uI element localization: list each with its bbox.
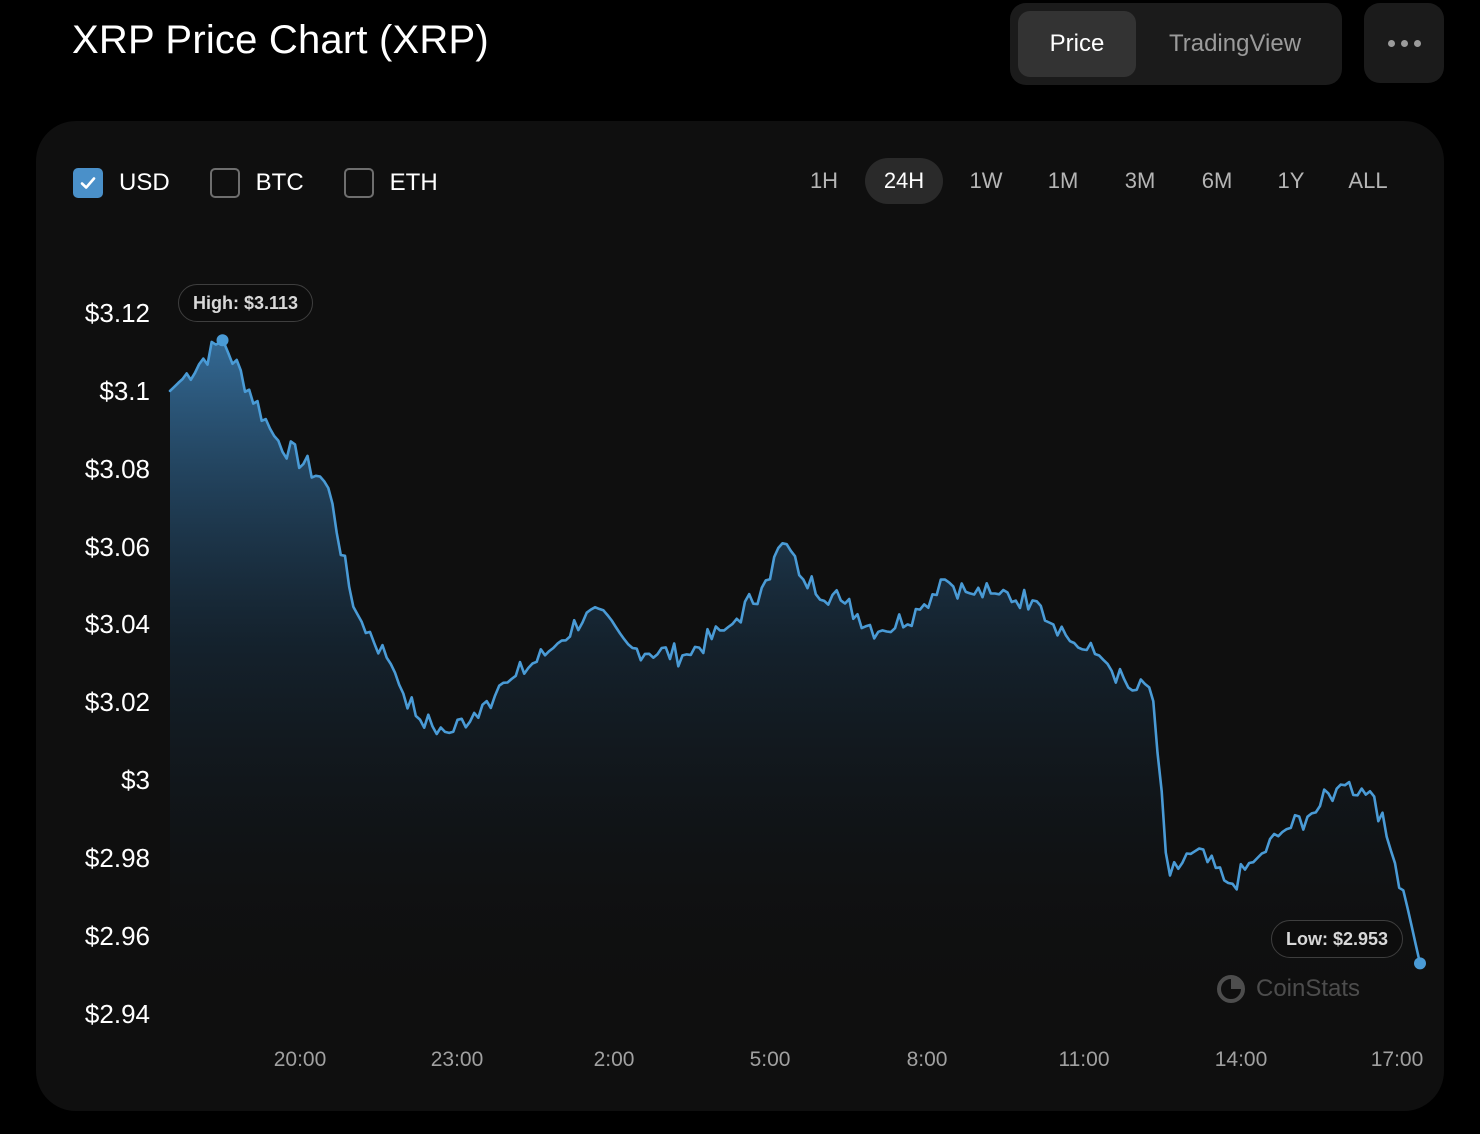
y-tick-label: $3.12	[84, 298, 150, 328]
y-tick-label: $3.08	[84, 454, 150, 484]
range-1m[interactable]: 1M	[1047, 168, 1079, 193]
currency-usd[interactable]: USD	[73, 168, 170, 198]
high-price-badge: High: $3.113	[178, 284, 314, 322]
tab-price[interactable]: Price	[1018, 11, 1136, 77]
y-tick-label: $3.1	[99, 376, 150, 406]
range-all[interactable]: ALL	[1348, 168, 1388, 193]
x-tick-label: 23:00	[430, 1048, 484, 1071]
ellipsis-icon	[1387, 39, 1421, 47]
x-tick-label: 2:00	[593, 1048, 635, 1071]
range-1y[interactable]: 1Y	[1277, 168, 1305, 193]
y-tick-label: $2.96	[84, 921, 150, 951]
view-toggle: Price TradingView	[1010, 3, 1342, 85]
watermark-text: CoinStats	[1256, 975, 1361, 1002]
range-1w[interactable]: 1W	[969, 168, 1003, 193]
x-tick-label: 17:00	[1370, 1048, 1424, 1071]
currency-eth[interactable]: ETH	[343, 168, 438, 198]
y-tick-label: $3.02	[84, 687, 150, 717]
y-tick-label: $3.06	[84, 532, 150, 562]
low-price-badge: Low: $2.953	[1271, 920, 1404, 958]
more-options-button[interactable]	[1364, 3, 1444, 83]
high-point-marker	[216, 334, 229, 347]
checkbox-unchecked-icon[interactable]	[209, 168, 240, 198]
currency-selector: USD BTC ETH	[73, 168, 478, 198]
currency-label: BTC	[255, 169, 304, 196]
y-tick-label: $2.94	[84, 999, 150, 1029]
range-6m[interactable]: 6M	[1201, 168, 1233, 193]
x-tick-label: 20:00	[273, 1048, 327, 1071]
range-3m[interactable]: 3M	[1124, 168, 1156, 193]
coinstats-watermark: CoinStats	[1216, 974, 1360, 1004]
range-1h[interactable]: 1H	[809, 168, 839, 193]
x-tick-label: 14:00	[1214, 1048, 1268, 1071]
coinstats-logo-icon	[1217, 975, 1245, 1003]
tab-tradingview[interactable]: TradingView	[1168, 30, 1302, 57]
low-point-marker	[1414, 957, 1426, 970]
checkbox-unchecked-icon[interactable]	[343, 168, 374, 198]
price-line	[168, 340, 1422, 965]
y-tick-label: $3	[121, 765, 150, 795]
page-title: XRP Price Chart (XRP)	[72, 18, 489, 62]
price-area-fill	[170, 341, 1420, 1014]
checkbox-checked-icon[interactable]	[73, 168, 103, 198]
time-range-selector: 1H 24H 1W 1M 3M 6M 1Y ALL	[790, 158, 1410, 204]
currency-btc[interactable]: BTC	[209, 168, 304, 198]
y-tick-label: $2.98	[84, 843, 150, 873]
y-tick-label: $3.04	[84, 609, 150, 639]
range-24h[interactable]: 24H	[865, 158, 943, 204]
currency-label: ETH	[389, 169, 438, 196]
x-tick-label: 5:00	[749, 1048, 791, 1071]
x-tick-label: 11:00	[1058, 1048, 1110, 1071]
x-tick-label: 8:00	[906, 1048, 948, 1071]
currency-label: USD	[119, 169, 170, 196]
